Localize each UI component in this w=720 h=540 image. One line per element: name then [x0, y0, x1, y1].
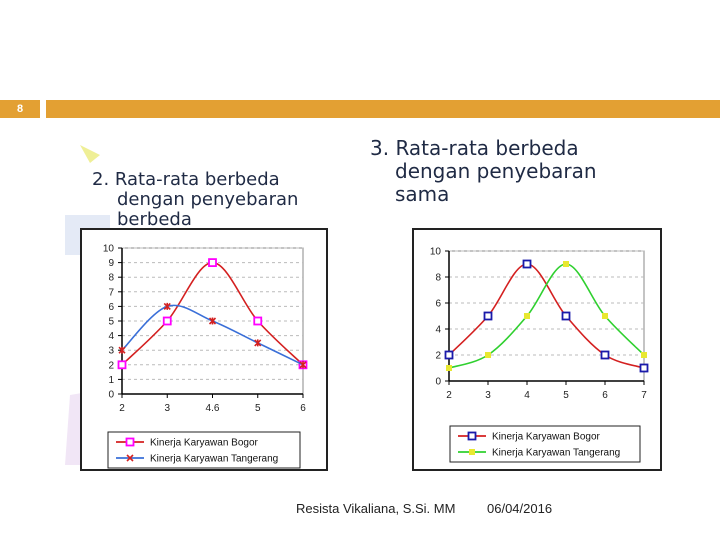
- data-point: [446, 365, 452, 371]
- right-heading-line1: 3. Rata-rata berbeda: [370, 136, 579, 160]
- y-tick-label: 10: [430, 247, 442, 258]
- y-tick-label: 9: [108, 258, 114, 269]
- x-tick-label: 2: [446, 390, 452, 401]
- x-tick-label: 5: [255, 403, 261, 414]
- legend-marker: [126, 454, 134, 462]
- x-tick-label: 3: [485, 390, 491, 401]
- legend-marker: [125, 437, 135, 447]
- data-point: [600, 350, 610, 360]
- data-point: [639, 363, 649, 373]
- y-tick-label: 5: [108, 317, 114, 328]
- left-heading-line1: 2. Rata-rata berbeda: [92, 169, 280, 190]
- legend-label: Kinerja Karyawan Bogor: [150, 438, 259, 449]
- y-tick-label: 2: [108, 360, 114, 371]
- y-tick-label: 8: [108, 273, 114, 284]
- y-tick-label: 10: [103, 244, 115, 255]
- slide-number: 8: [16, 103, 24, 115]
- y-tick-label: 7: [108, 287, 114, 298]
- left-heading-line3: berbeda: [117, 209, 192, 230]
- y-tick-label: 3: [108, 346, 114, 357]
- x-tick-label: 7: [641, 390, 647, 401]
- data-point: [253, 316, 263, 326]
- data-point: [563, 261, 569, 267]
- right-chart-heading: 3. Rata-rata berbeda dengan penyebaran s…: [370, 137, 630, 206]
- x-tick-label: 2: [119, 403, 125, 414]
- y-tick-label: 0: [108, 390, 114, 401]
- data-point: [254, 339, 262, 347]
- y-tick-label: 2: [435, 351, 441, 362]
- data-point: [162, 316, 172, 326]
- legend-box: [107, 431, 301, 469]
- x-tick-label: 4: [524, 390, 530, 401]
- x-tick-label: 6: [602, 390, 608, 401]
- data-point: [641, 352, 647, 358]
- x-tick-label: 5: [563, 390, 569, 401]
- left-heading-line2: dengan penyebaran: [117, 189, 299, 210]
- y-tick-label: 6: [435, 299, 441, 310]
- legend-label: Kinerja Karyawan Tangerang: [492, 448, 620, 459]
- data-point: [208, 317, 217, 325]
- data-point: [524, 313, 530, 319]
- footer-author: Resista Vikaliana, S.Si. MM: [296, 501, 456, 516]
- title-bar: [46, 100, 720, 118]
- legend-marker: [467, 431, 477, 441]
- data-point: [118, 346, 126, 354]
- right-heading-line3: sama: [395, 182, 450, 206]
- slide-number-bar: [0, 100, 40, 118]
- legend-marker: [469, 449, 475, 455]
- x-tick-label: 3: [164, 403, 170, 414]
- y-tick-label: 4: [108, 331, 114, 342]
- data-point: [208, 258, 217, 268]
- data-point: [602, 313, 608, 319]
- y-tick-label: 0: [435, 377, 441, 388]
- x-tick-label: 6: [300, 403, 306, 414]
- data-point: [483, 311, 493, 321]
- data-point: [299, 361, 307, 369]
- y-tick-label: 6: [108, 302, 114, 313]
- left-chart-heading: 2. Rata-rata berbeda dengan penyebaran b…: [92, 170, 332, 230]
- y-tick-label: 8: [435, 273, 441, 284]
- data-point: [117, 360, 127, 370]
- data-point: [163, 302, 171, 310]
- legend-box: [449, 425, 641, 463]
- data-point: [522, 259, 532, 269]
- legend-label: Kinerja Karyawan Tangerang: [150, 454, 278, 465]
- right-heading-line2: dengan penyebaran: [395, 159, 597, 183]
- y-tick-label: 4: [435, 325, 441, 336]
- data-point: [485, 352, 491, 358]
- data-point: [444, 350, 454, 360]
- data-point: [561, 311, 571, 321]
- y-tick-label: 1: [108, 375, 114, 386]
- legend-label: Kinerja Karyawan Bogor: [492, 432, 601, 443]
- footer-date: 06/04/2016: [487, 501, 553, 516]
- left-line-chart: 0 1 2 3 4 5 6 7 8 9 10 2 3 4.6 5 6 Kinerja Karyawan Bog…: [80, 228, 328, 471]
- x-tick-label: 4.6: [206, 403, 220, 414]
